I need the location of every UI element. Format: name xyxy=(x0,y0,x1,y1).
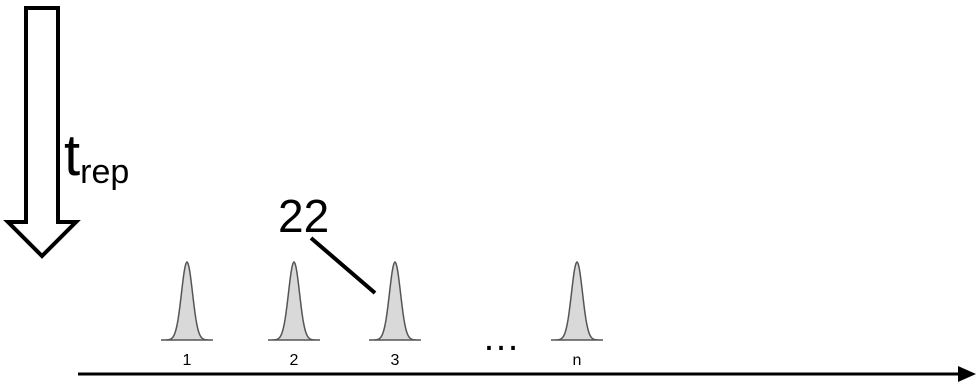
ellipsis: … xyxy=(482,317,520,359)
pulse-group: 1 2 3 n xyxy=(161,262,603,369)
pulse-1 xyxy=(161,262,213,340)
pulse-n xyxy=(551,262,603,340)
pulse-3 xyxy=(369,262,421,340)
pulse-label-3: 3 xyxy=(391,352,400,369)
time-axis-arrowhead xyxy=(958,366,976,382)
reference-numeral: 22 xyxy=(278,190,329,242)
reference-leader-line xyxy=(311,238,375,293)
pulse-label-n: n xyxy=(573,352,582,369)
pulse-2 xyxy=(268,262,320,340)
repetition-label: trep xyxy=(64,123,129,191)
repetition-subscript: rep xyxy=(80,153,129,191)
pulse-label-2: 2 xyxy=(290,352,299,369)
pulse-label-1: 1 xyxy=(183,352,192,369)
repetition-symbol: t xyxy=(64,123,80,188)
